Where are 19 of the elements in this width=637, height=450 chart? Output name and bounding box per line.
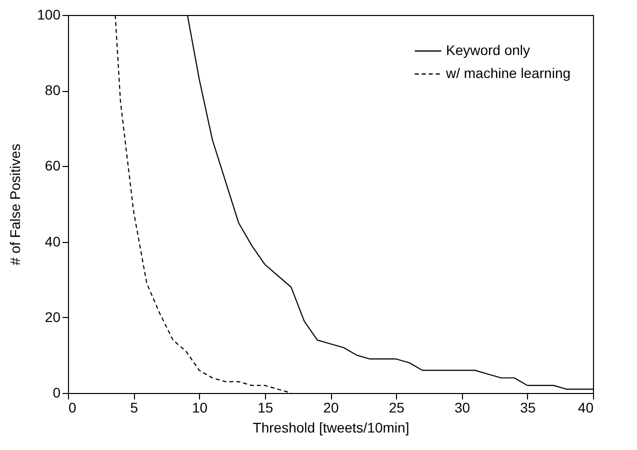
legend-label: w/ machine learning [445, 65, 571, 81]
x-tick-label: 15 [258, 400, 274, 416]
x-tick-label: 25 [388, 400, 405, 416]
y-tick-label: 20 [44, 308, 61, 325]
y-axis-title: # of False Positives [7, 144, 24, 266]
y-tick-label: 60 [44, 158, 61, 174]
x-tick-label: 40 [578, 400, 594, 416]
x-tick-label: 35 [520, 400, 536, 416]
y-tick-label: 100 [37, 6, 61, 22]
y-tick-label: 80 [44, 82, 61, 98]
y-tick-label: 0 [52, 384, 61, 400]
y-tick-label: 40 [44, 233, 61, 250]
x-tick-label: 5 [130, 400, 138, 416]
x-tick-label: 30 [454, 400, 470, 416]
x-tick-label: 0 [68, 400, 76, 416]
x-axis-title: Threshold [tweets/10min] [252, 420, 410, 436]
x-tick-label: 10 [192, 400, 208, 416]
legend-label: Keyword only [446, 42, 530, 58]
x-tick-label: 20 [323, 400, 339, 416]
